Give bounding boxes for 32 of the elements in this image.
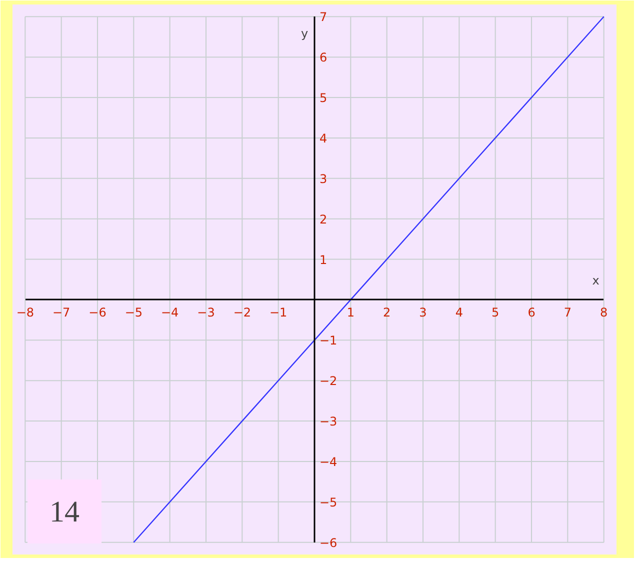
x-tick-label: −4 xyxy=(160,306,179,320)
y-tick-label: −6 xyxy=(320,536,338,550)
x-tick-label: −5 xyxy=(124,306,143,320)
x-axis-title: x xyxy=(592,274,600,288)
x-tick-label: 6 xyxy=(528,306,536,320)
x-tick-label: −1 xyxy=(269,306,288,320)
x-tick-label: −3 xyxy=(197,306,215,320)
y-tick-label: −2 xyxy=(320,374,338,388)
y-tick-label: 5 xyxy=(320,91,328,106)
x-tick-label: 4 xyxy=(455,306,463,320)
x-tick-label: 7 xyxy=(564,306,572,320)
x-tick-label: −6 xyxy=(88,306,106,320)
x-tick-label: 1 xyxy=(346,306,354,320)
x-tick-label: 3 xyxy=(419,306,427,320)
x-tick-label: 8 xyxy=(600,306,608,320)
y-tick-label: 7 xyxy=(320,10,328,24)
x-tick-label: −7 xyxy=(52,306,70,320)
y-tick-label: 3 xyxy=(320,172,328,186)
annotation: 14 xyxy=(50,496,80,528)
x-tick-label: −2 xyxy=(233,306,252,320)
y-tick-label: −1 xyxy=(320,334,338,348)
x-tick-label: 5 xyxy=(492,306,500,320)
y-axis-title: y xyxy=(300,26,308,41)
y-tick-label: −3 xyxy=(320,414,338,429)
y-tick-label: 4 xyxy=(320,131,328,146)
y-tick-label: 2 xyxy=(320,212,328,226)
y-tick-label: −5 xyxy=(320,495,338,510)
y-tick-label: −4 xyxy=(320,454,338,469)
x-tick-label: −8 xyxy=(16,306,34,320)
y-tick-label: 1 xyxy=(320,252,328,267)
y-tick-label: 6 xyxy=(320,50,328,65)
x-tick-label: 2 xyxy=(383,306,391,320)
